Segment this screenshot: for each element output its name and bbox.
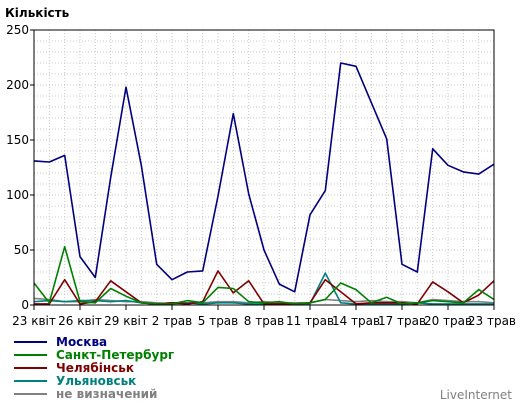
legend-label: Челябінськ [56,361,134,375]
y-tick-label: 100 [6,188,29,202]
plot-area [34,30,494,305]
x-tick-label: 20 трав [424,314,472,328]
legend: МоскваСанкт-ПетербургЧелябінськУльяновсь… [14,335,174,401]
x-tick-label: 8 трав [244,314,284,328]
y-tick-label: 150 [6,133,29,147]
x-tick-label: 23 квіт [12,314,56,328]
x-tick-label: 26 квіт [58,314,102,328]
x-tick-label: 17 трав [378,314,426,328]
legend-label: не визначений [56,387,157,401]
series-line [33,245,495,305]
y-tick-label: 50 [14,243,29,257]
x-tick-label: 2 трав [152,314,192,328]
y-tick-label: 200 [6,78,29,92]
x-tick-label: 29 квіт [104,314,148,328]
x-tick-label: 14 трав [332,314,380,328]
axes [30,29,495,310]
legend-label: Санкт-Петербург [56,348,174,362]
x-tick-label: 11 трав [286,314,334,328]
brand-label: LiveInternet [440,388,512,402]
y-tick-label: 0 [21,298,29,312]
y-tick-labels: 0 50 100 150 200 250 [6,23,29,312]
y-axis-label: Кількість [5,6,70,20]
y-tick-label: 250 [6,23,29,37]
grid [34,30,494,305]
x-tick-label: 23 трав [468,314,516,328]
series-line [34,270,495,305]
legend-label: Ульяновськ [56,374,136,388]
series-line [33,62,495,293]
legend-label: Москва [56,335,107,349]
x-tick-label: 5 трав [198,314,238,328]
x-tick-labels: 23 квіт 26 квіт 29 квіт 2 трав 5 трав 8 трав 1… [12,314,516,328]
series-lines [33,62,495,305]
